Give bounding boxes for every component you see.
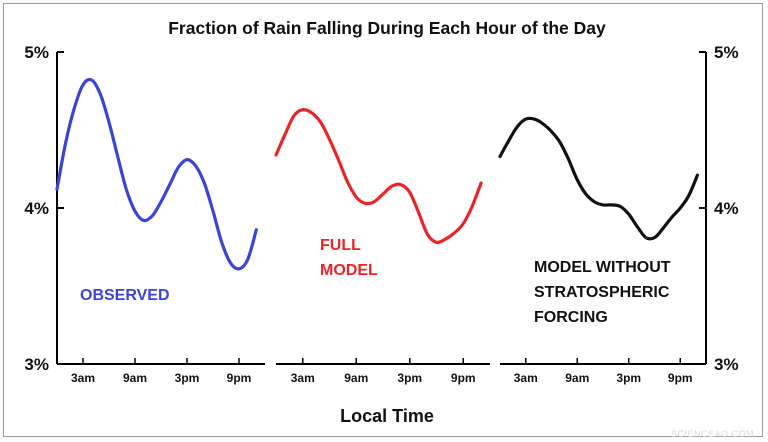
x-tick-label: 3pm — [175, 371, 200, 385]
x-tick-label: 9pm — [668, 371, 693, 385]
panel-label: STRATOSPHERIC — [534, 284, 670, 301]
right-y-tick-label: 4% — [714, 199, 739, 218]
x-tick-label: 9am — [123, 371, 147, 385]
left-y-tick-label: 3% — [24, 355, 49, 374]
series-line — [498, 116, 699, 241]
right-y-tick-label: 3% — [714, 355, 739, 374]
x-tick-label: 3am — [291, 371, 315, 385]
panel-label: FORCING — [534, 309, 608, 326]
figure-border — [3, 3, 763, 437]
x-axis-label: Local Time — [340, 406, 434, 426]
watermark: SCIENCEAQ.COM — [671, 429, 754, 439]
chart-title: Fraction of Rain Falling During Each Hou… — [168, 18, 606, 38]
axes-layer: 3% 3% 4% 4% 5% 5% — [24, 43, 738, 374]
left-y-tick-label: 4% — [24, 199, 49, 218]
x-tick-label: 3am — [71, 371, 95, 385]
panel-label: MODEL WITHOUT — [534, 259, 671, 276]
x-tick-label: 9pm — [451, 371, 476, 385]
x-tick-label: 3pm — [397, 371, 422, 385]
panel-label: FULL — [320, 237, 361, 254]
x-tick-label: 9pm — [227, 371, 252, 385]
x-tick-label: 3am — [514, 371, 538, 385]
x-tick-label: 9am — [344, 371, 368, 385]
panel-label: OBSERVED — [80, 287, 170, 304]
x-tick-label: 9am — [565, 371, 589, 385]
panels-layer: 3am 9am 3pm 9pm OBSERVED 3am 9am 3pm 9pm FULL MODE… — [55, 77, 706, 385]
right-y-tick-label: 5% — [714, 43, 739, 62]
series-line — [274, 108, 483, 245]
x-tick-label: 3pm — [616, 371, 641, 385]
panel-label: MODEL — [320, 262, 378, 279]
series-line — [55, 77, 258, 271]
left-y-tick-label: 5% — [24, 43, 49, 62]
